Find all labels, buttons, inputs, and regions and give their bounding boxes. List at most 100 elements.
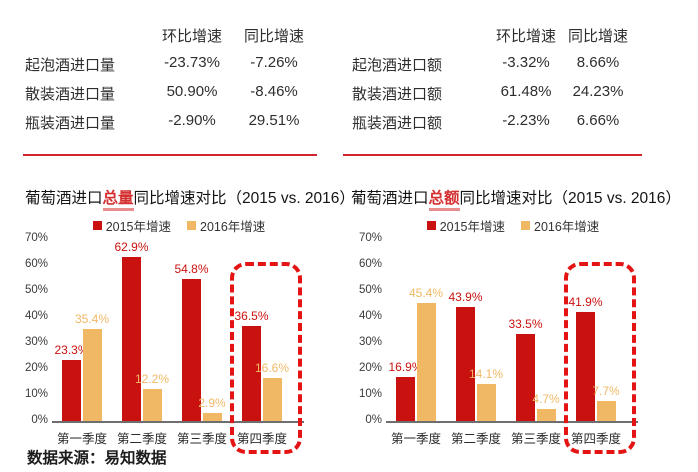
bar-value-label: 33.5%	[508, 316, 543, 331]
x-axis-labels: 第一季度 第二季度 第三季度 第四季度	[386, 423, 626, 447]
cell-value: -7.26%	[250, 54, 298, 71]
y-axis-label: 60%	[24, 258, 48, 270]
row-label-bulk-value: 散装酒进口额	[352, 86, 443, 103]
column-header-mom: 环比增速	[161, 28, 222, 45]
bar-value-label: 23.3%	[54, 343, 89, 358]
table-corner-spacer	[352, 25, 490, 45]
cell-value: 24.23%	[572, 83, 624, 100]
x-axis-label-第一季度: 第一季度	[390, 432, 441, 446]
row-label-sparkling-value: 起泡酒进口额	[352, 57, 443, 74]
bar-value-label: 7.7%	[592, 383, 620, 398]
bar-2015年增速-第四季度	[576, 312, 595, 421]
legend-label: 2015年增速	[105, 220, 171, 234]
title-suffix: 同比增速对比（2015 vs. 2016）	[459, 190, 681, 207]
bar-2015年增速-第三季度	[516, 333, 535, 421]
bar-2015年增速-第一季度	[396, 377, 415, 421]
bar-value-label: 35.4%	[74, 311, 110, 326]
bar-2016年增速-第三季度	[202, 413, 222, 421]
legend-item-2016年增速: 2016年增速	[521, 216, 599, 235]
bar-value-label: 2.9%	[198, 396, 226, 411]
cell-value: -23.73%	[164, 54, 220, 71]
cell-value: -2.23%	[502, 112, 550, 129]
y-axis-label: 70%	[358, 232, 382, 244]
x-axis-label-第三季度: 第三季度	[176, 432, 227, 446]
y-axis-label: 20%	[24, 362, 48, 374]
cell-value: 8.66%	[576, 54, 620, 71]
x-axis-label-第三季度: 第三季度	[510, 432, 561, 446]
legend-label: 2015年增速	[439, 220, 505, 234]
x-axis-label-第二季度: 第二季度	[450, 432, 501, 446]
bar-value-label: 54.8%	[174, 261, 209, 276]
row-label-bottled-value: 瓶装酒进口额	[352, 115, 443, 132]
x-axis-label-第一季度: 第一季度	[56, 432, 107, 446]
bar-2015年增速-第三季度	[182, 278, 201, 421]
q4-highlight-box	[230, 262, 302, 454]
bar-2016年增速-第一季度	[82, 328, 102, 421]
legend-swatch-icon	[92, 221, 102, 230]
y-axis-label: 30%	[24, 336, 48, 348]
chart-title-value: 葡萄酒进口总额同比增速对比（2015 vs. 2016）	[351, 186, 681, 211]
y-axis-label: 50%	[358, 284, 382, 296]
legend-item-2016年增速: 2016年增速	[187, 216, 265, 235]
chart-legend: 2015年增速 2016年增速	[362, 217, 664, 234]
bar-2015年增速-第一季度	[62, 360, 81, 421]
divider-line-left	[23, 154, 317, 156]
bar-2016年增速-第三季度	[536, 408, 556, 421]
bar-value-label: 12.2%	[134, 372, 170, 387]
bar-value-label: 16.9%	[388, 360, 423, 375]
bar-value-label: 43.9%	[448, 289, 483, 304]
bar-value-label: 14.1%	[468, 367, 504, 382]
row-label-sparkling-volume: 起泡酒进口量	[25, 57, 116, 74]
x-axis-label-第四季度: 第四季度	[570, 432, 621, 446]
y-axis-label: 40%	[358, 310, 382, 322]
x-axis-labels: 第一季度 第二季度 第三季度 第四季度	[52, 423, 292, 447]
title-suffix: 同比增速对比（2015 vs. 2016）	[133, 190, 355, 207]
y-axis-label: 60%	[358, 258, 382, 270]
legend-swatch-icon	[426, 221, 436, 230]
bar-value-label: 62.9%	[114, 240, 149, 255]
bar-2016年增速-第四季度	[596, 400, 616, 421]
bar-2016年增速-第二季度	[476, 384, 496, 421]
cell-value: 29.51%	[248, 112, 300, 129]
x-axis-label-第四季度: 第四季度	[236, 432, 287, 446]
cell-value: 61.48%	[500, 83, 552, 100]
title-prefix: 葡萄酒进口	[351, 190, 429, 207]
legend-item-2015年增速: 2015年增速	[426, 216, 505, 235]
chart-legend: 2015年增速 2016年增速	[28, 217, 330, 234]
bar-value-label: 16.6%	[254, 360, 290, 375]
y-axis-label: 0%	[31, 414, 48, 426]
title-prefix: 葡萄酒进口	[25, 190, 103, 207]
divider-line-right	[343, 154, 642, 156]
table-corner-spacer	[25, 25, 150, 45]
title-highlight-value: 总额	[428, 190, 460, 211]
y-axis-label: 70%	[24, 232, 48, 244]
bar-2016年增速-第四季度	[262, 377, 282, 421]
bar-2015年增速-第四季度	[242, 326, 261, 421]
data-source-note: 数据来源：易知数据	[27, 450, 167, 467]
plot-area: 0% 10% 20% 30% 40% 50% 60% 70% 23.3% 35.4% 62.9% 12…	[25, 232, 304, 426]
legend-swatch-icon	[187, 221, 196, 230]
legend-label: 2016年增速	[200, 220, 266, 234]
legend-label: 2016年增速	[534, 220, 600, 234]
x-axis-label-第二季度: 第二季度	[116, 432, 167, 446]
volume-bar-chart: 2015年增速 2016年增速 0% 10% 20% 30% 40% 50% 60% 70% 23.…	[18, 217, 330, 457]
cell-value: -3.32%	[502, 54, 550, 71]
bar-value-label: 36.5%	[234, 309, 269, 324]
bar-2016年增速-第一季度	[416, 302, 436, 421]
import-value-table: 环比增速 同比增速 起泡酒进口额 -3.32% 8.66% 散装酒进口额 61.…	[352, 25, 634, 132]
cell-value: 6.66%	[576, 112, 620, 129]
bar-2016年增速-第二季度	[142, 389, 162, 421]
row-label-bulk-volume: 散装酒进口量	[25, 86, 116, 103]
column-header-yoy: 同比增速	[243, 28, 304, 45]
y-axis-label: 40%	[24, 310, 48, 322]
y-axis-label: 10%	[24, 388, 48, 400]
y-axis-label: 20%	[358, 362, 382, 374]
bar-value-label: 45.4%	[408, 285, 444, 300]
cell-value: -2.90%	[168, 112, 216, 129]
title-highlight-volume: 总量	[102, 190, 134, 211]
column-header-mom: 环比增速	[495, 28, 556, 45]
bar-value-label: 41.9%	[568, 295, 603, 310]
column-header-yoy: 同比增速	[567, 28, 628, 45]
chart-title-volume: 葡萄酒进口总量同比增速对比（2015 vs. 2016）	[25, 186, 355, 211]
